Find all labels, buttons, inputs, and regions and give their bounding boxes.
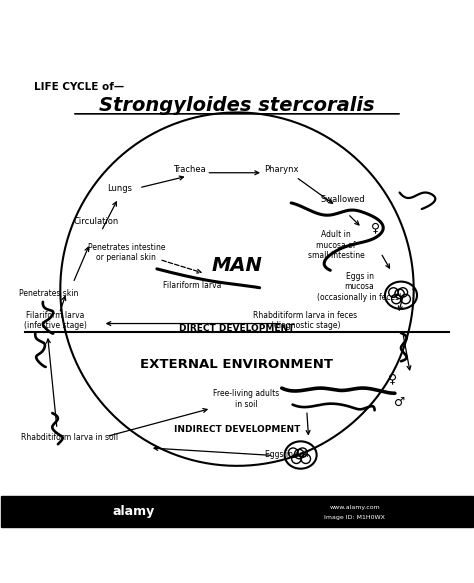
- Text: EXTERNAL ENVIRONMENT: EXTERNAL ENVIRONMENT: [140, 358, 334, 371]
- Text: Rhabditiform larva in feces
(diagnostic stage): Rhabditiform larva in feces (diagnostic …: [253, 311, 357, 331]
- Text: Free-living adults
in soil: Free-living adults in soil: [213, 389, 280, 409]
- Text: Trachea: Trachea: [173, 166, 206, 174]
- Text: Adult in
mucosa of
small intestine: Adult in mucosa of small intestine: [308, 230, 365, 260]
- Text: ♀: ♀: [388, 372, 397, 385]
- Text: ♀: ♀: [372, 222, 381, 234]
- Text: Pharynx: Pharynx: [264, 166, 299, 174]
- Text: INDIRECT DEVELOPMENT: INDIRECT DEVELOPMENT: [174, 425, 300, 434]
- Text: Strongyloides stercoralis: Strongyloides stercoralis: [99, 96, 375, 115]
- Text: ♂: ♂: [394, 396, 405, 409]
- Text: Lungs: Lungs: [107, 184, 132, 194]
- FancyBboxPatch shape: [1, 497, 473, 527]
- Text: DIRECT DEVELOPMENT: DIRECT DEVELOPMENT: [179, 324, 295, 333]
- Text: Filariform larva: Filariform larva: [163, 282, 221, 290]
- Text: www.alamy.com: www.alamy.com: [329, 505, 380, 510]
- Text: alamy: alamy: [112, 505, 155, 518]
- Text: Filariform larva
(infective stage): Filariform larva (infective stage): [24, 311, 87, 331]
- Text: Circulation: Circulation: [73, 217, 118, 226]
- Text: Eggs in
mucosa
(occasionally in feces): Eggs in mucosa (occasionally in feces): [317, 272, 402, 301]
- Text: LIFE CYCLE of—: LIFE CYCLE of—: [35, 82, 125, 92]
- Text: Swallowed: Swallowed: [321, 195, 365, 204]
- Text: Penetrates intestine
or perianal skin: Penetrates intestine or perianal skin: [88, 243, 165, 262]
- Text: Rhabditiform larva in soil: Rhabditiform larva in soil: [21, 433, 118, 442]
- Text: MAN: MAN: [211, 256, 263, 275]
- Text: Penetrates skin: Penetrates skin: [19, 289, 78, 298]
- Text: Image ID: M1H0WX: Image ID: M1H0WX: [324, 515, 385, 520]
- Text: Eggs in soil: Eggs in soil: [264, 449, 308, 459]
